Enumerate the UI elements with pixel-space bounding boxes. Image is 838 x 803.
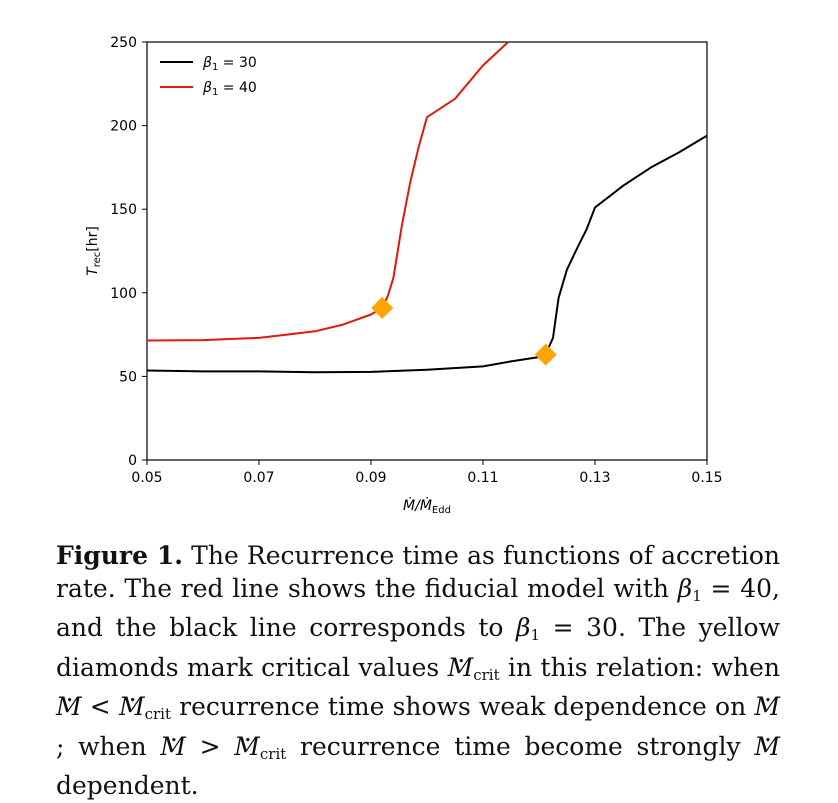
axes-frame	[146, 41, 708, 461]
legend-label-beta30: β1 = 30	[202, 55, 257, 73]
x-tick-label: 0.07	[243, 470, 274, 486]
x-axis: 0.05 0.07 0.09 0.11 0.13 0.15	[131, 460, 723, 486]
x-tick-label: 0.09	[355, 470, 386, 486]
y-tick-label: 50	[119, 369, 137, 385]
y-tick-label: 0	[128, 453, 137, 469]
marker-layer	[371, 296, 557, 366]
x-tick-label: 0.15	[691, 470, 722, 486]
y-tick-label: 150	[110, 202, 137, 218]
y-tick-label: 200	[110, 119, 137, 135]
series-line-beta40	[146, 41, 509, 342]
x-axis-label: Ṁ/ṀEdd	[403, 496, 451, 516]
critical-point-diamond	[534, 343, 557, 366]
series-layer	[146, 41, 708, 374]
plot-area	[146, 41, 708, 461]
y-tick-label: 250	[110, 35, 137, 51]
legend-label-beta40: β1 = 40	[202, 80, 257, 98]
y-axis: 0 50 100 150 200 250	[110, 35, 147, 469]
figure-caption: Figure 1. The Recurrence time as functio…	[56, 540, 780, 803]
y-axis-label: Trec[hr]	[85, 226, 103, 276]
x-tick-label: 0.13	[579, 470, 610, 486]
y-tick-label: 100	[110, 286, 137, 302]
x-tick-label: 0.11	[467, 470, 498, 486]
critical-point-diamond	[371, 296, 394, 319]
x-tick-label: 0.05	[131, 470, 162, 486]
series-line-beta30	[146, 134, 708, 374]
caption-label: Figure 1.	[56, 541, 184, 570]
legend: β1 = 30 β1 = 40	[160, 55, 257, 98]
recurrence-time-chart: 0.05 0.07 0.09 0.11 0.13 0.15 0 50 100 150 200 250…	[85, 35, 723, 516]
